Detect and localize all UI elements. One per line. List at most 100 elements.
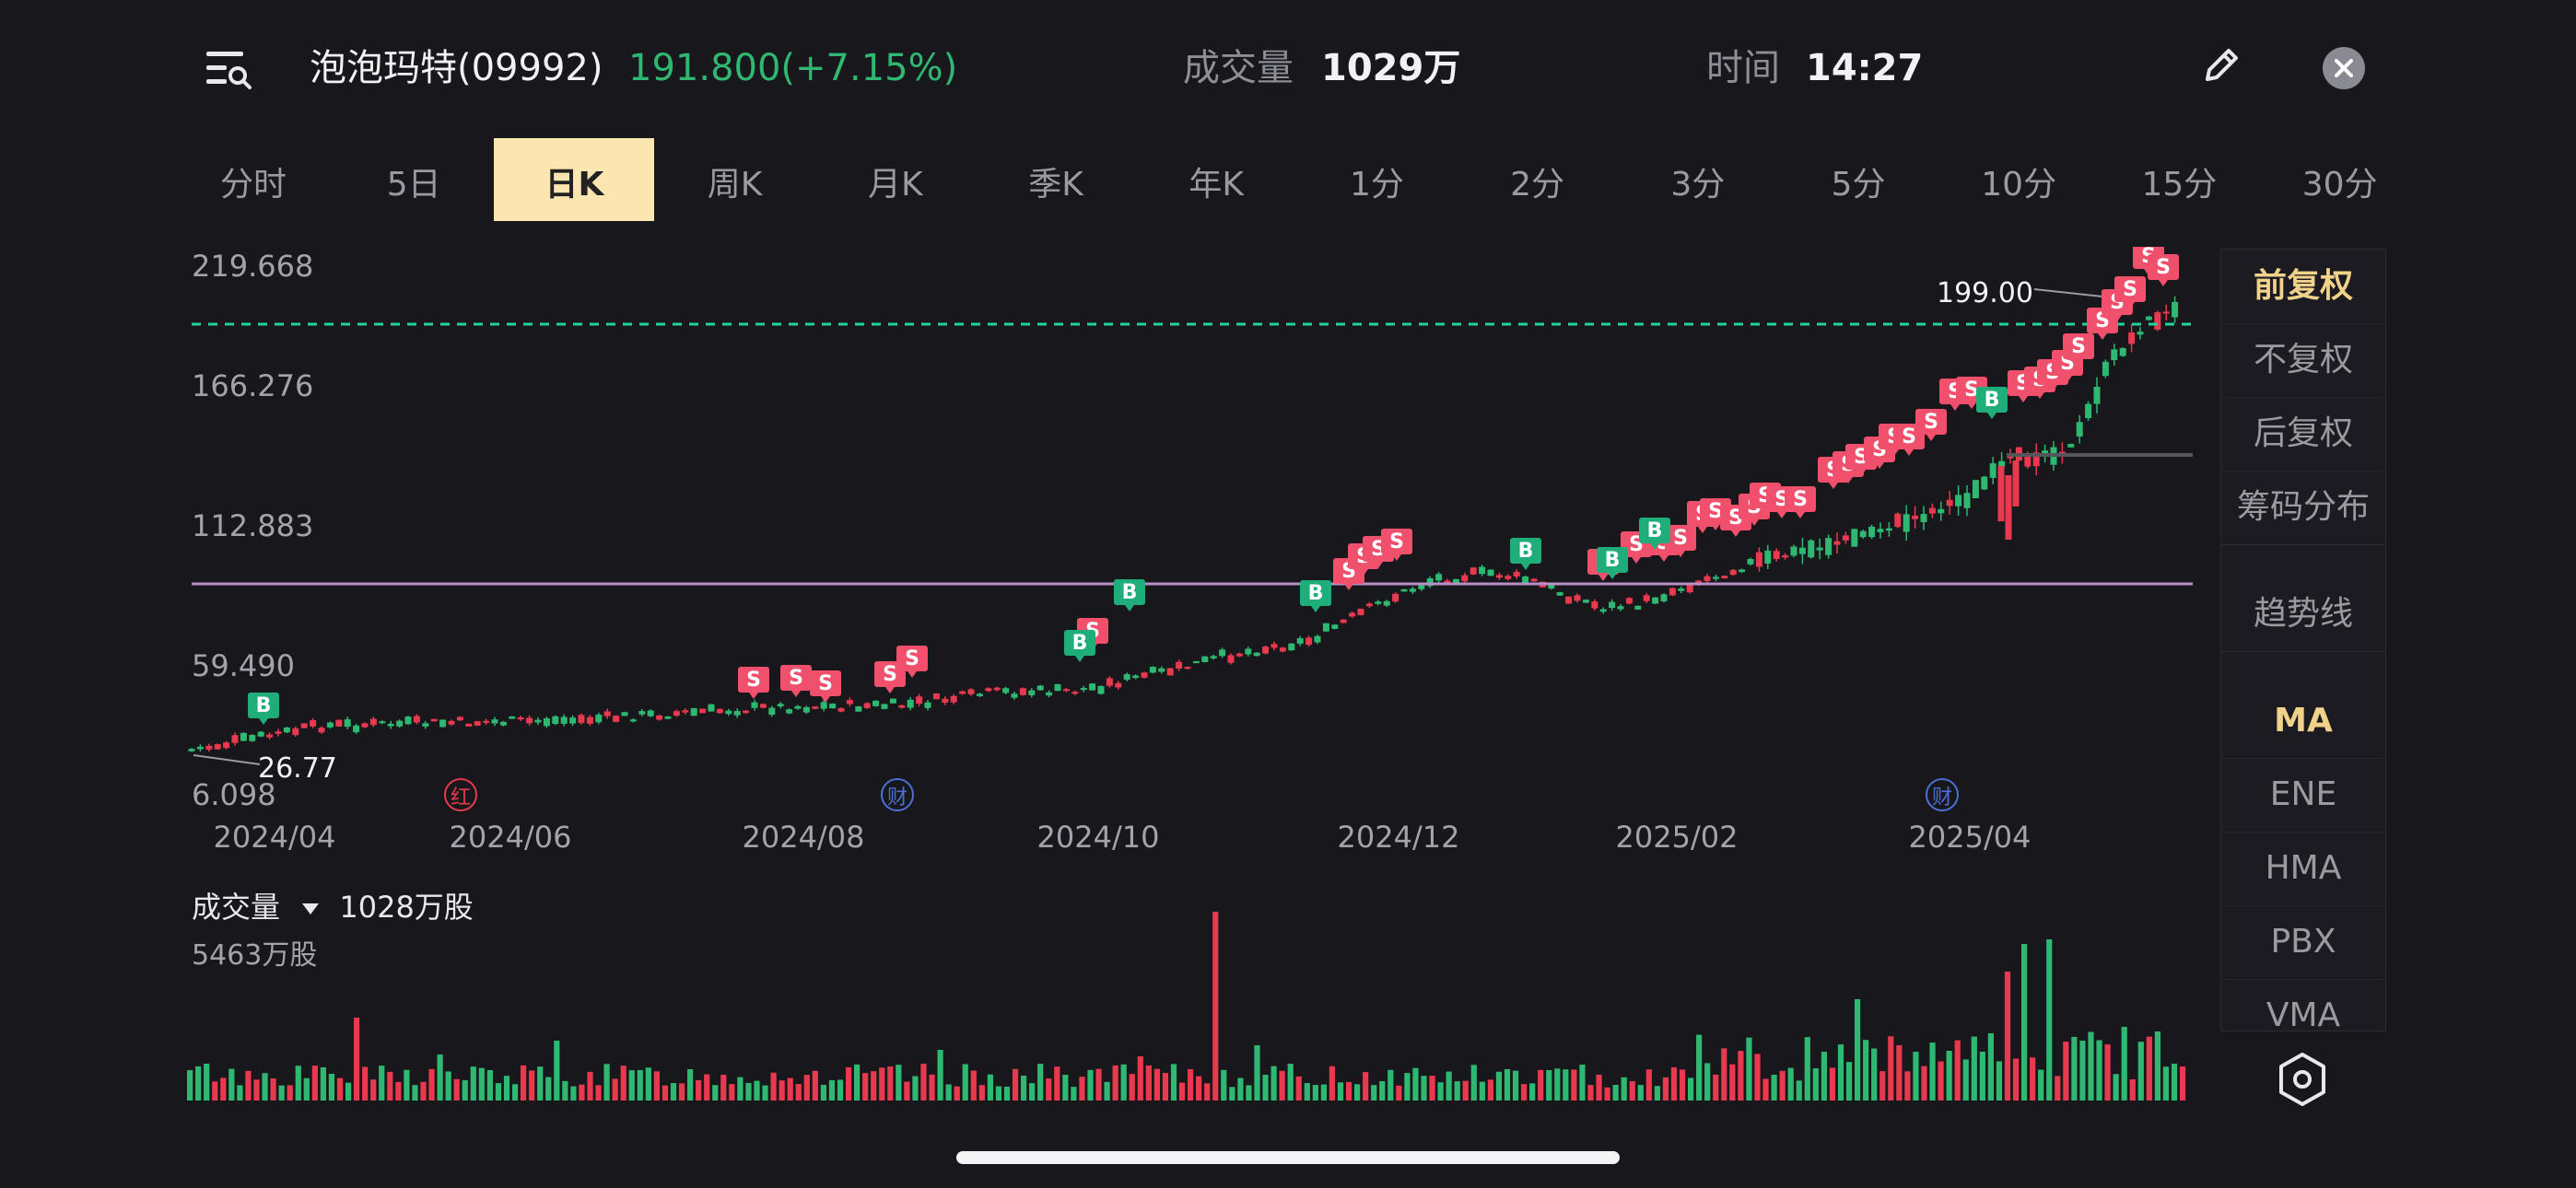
volume-bar — [395, 1081, 402, 1101]
buy-marker[interactable]: B — [1639, 518, 1670, 550]
sell-marker[interactable]: S — [2063, 333, 2094, 366]
candle-body — [1599, 609, 1607, 612]
indicator-item-2[interactable]: 后复权 — [2221, 397, 2385, 472]
volume-bar — [1095, 1068, 1102, 1101]
indicator-item-5[interactable]: MA — [2221, 684, 2385, 759]
volume-bar — [628, 1070, 635, 1101]
tab-4[interactable]: 月K — [867, 166, 923, 204]
volume-bar — [521, 1065, 527, 1101]
candle-body — [491, 719, 498, 724]
sell-marker[interactable]: S — [1665, 525, 1696, 557]
tab-3[interactable]: 周K — [707, 166, 763, 204]
volume-bar — [704, 1074, 710, 1101]
volume-bar — [1962, 1059, 1969, 1101]
candle-body — [907, 699, 914, 708]
candle-body — [1652, 597, 1659, 604]
indicator-item-1[interactable]: 不复权 — [2221, 323, 2385, 398]
sell-marker[interactable]: S — [896, 646, 928, 678]
candle-body — [716, 708, 723, 714]
time-value: 14:27 — [1806, 47, 1924, 89]
candle-body — [1833, 541, 1841, 545]
indicator-item-8[interactable]: PBX — [2221, 905, 2385, 980]
tab-9[interactable]: 3分 — [1670, 166, 1726, 204]
sell-marker[interactable]: S — [2087, 308, 2118, 340]
tab-0[interactable]: 分时 — [219, 166, 287, 204]
candle-body — [205, 745, 213, 750]
sell-marker[interactable]: S — [2114, 276, 2146, 309]
candle-body — [1444, 580, 1451, 584]
sell-marker[interactable]: S — [2148, 254, 2179, 286]
svg-text:B: B — [1605, 549, 1621, 572]
indicator-item-9[interactable]: VMA — [2266, 996, 2341, 1034]
sell-marker[interactable]: S — [810, 670, 841, 703]
stock-name[interactable]: 泡泡玛特(09992) — [310, 47, 603, 89]
volume-bar — [1437, 1082, 1444, 1101]
event-marker-red-label: 红 — [451, 786, 471, 809]
candle-body — [266, 734, 274, 738]
volume-bar — [1521, 1084, 1528, 1101]
sell-marker[interactable]: S — [1915, 409, 1947, 441]
dropdown-arrow-icon[interactable] — [302, 903, 320, 914]
tab-12[interactable]: 15分 — [2141, 166, 2218, 204]
sell-marker[interactable]: S — [738, 667, 769, 699]
volume-value: 1029万 — [1321, 47, 1461, 89]
menu-search-icon[interactable] — [205, 48, 252, 90]
volume-bar-chart[interactable] — [184, 912, 2195, 1101]
volume-bar — [2030, 1057, 2036, 1101]
buy-marker[interactable]: B — [1300, 580, 1331, 612]
volume-bar — [837, 1079, 844, 1101]
indicator-item-0[interactable]: 前复权 — [2221, 250, 2385, 324]
tab-1[interactable]: 5日 — [386, 166, 441, 204]
candle-body — [422, 723, 429, 727]
tab-2[interactable]: 日K — [494, 138, 655, 221]
indicator-item-6[interactable]: ENE — [2221, 758, 2385, 833]
volume-bar — [762, 1085, 768, 1101]
home-indicator[interactable] — [956, 1151, 1620, 1164]
volume-bar — [712, 1085, 719, 1101]
candle-body — [932, 693, 940, 700]
volume-bar — [1612, 1085, 1619, 1101]
hexagon-settings-icon[interactable] — [2277, 1052, 2327, 1107]
candle-body — [2012, 460, 2020, 507]
sell-marker[interactable]: S — [1785, 486, 1816, 518]
buy-marker[interactable]: B — [1597, 547, 1628, 579]
volume-bar — [962, 1064, 968, 1101]
buy-marker[interactable]: B — [1064, 630, 1095, 662]
buy-marker[interactable]: B — [248, 693, 279, 725]
svg-text:S: S — [1673, 527, 1688, 550]
tab-10[interactable]: 5分 — [1831, 166, 1886, 204]
tab-7[interactable]: 1分 — [1349, 166, 1404, 204]
buy-marker[interactable]: B — [1510, 538, 1541, 570]
event-marker-earnings-2[interactable]: 财 — [1926, 778, 1959, 811]
candle-body — [1530, 578, 1538, 582]
tab-6[interactable]: 年K — [1188, 166, 1244, 204]
indicator-item-4[interactable]: 趋势线 — [2221, 577, 2385, 652]
event-marker-red[interactable]: 红 — [444, 778, 477, 811]
volume-bar — [912, 1076, 919, 1101]
indicator-item-7[interactable]: HMA — [2221, 832, 2385, 906]
sell-marker[interactable]: S — [780, 665, 812, 697]
volume-bar — [745, 1082, 752, 1101]
volume-header[interactable]: 成交量 1028万股 — [192, 884, 474, 926]
tab-5[interactable]: 季K — [1028, 166, 1083, 204]
candle-body — [1903, 514, 1910, 532]
candle-body — [1591, 601, 1598, 609]
tab-11[interactable]: 10分 — [1981, 166, 2057, 204]
candle-body — [361, 723, 369, 728]
buy-marker[interactable]: B — [1114, 579, 1145, 611]
volume-bar — [2179, 1066, 2186, 1101]
tab-13[interactable]: 30分 — [2301, 166, 2378, 204]
pencil-icon[interactable] — [2200, 44, 2242, 87]
event-marker-earnings[interactable]: 财 — [881, 778, 914, 811]
candle-body — [1288, 643, 1295, 651]
indicator-item-3[interactable]: 筹码分布 — [2221, 471, 2385, 545]
volume-bar — [820, 1084, 826, 1101]
close-icon[interactable] — [2322, 46, 2366, 90]
volume-bar — [1029, 1083, 1036, 1101]
sell-marker[interactable]: S — [1381, 529, 1412, 561]
svg-text:B: B — [1985, 389, 2000, 412]
tab-8[interactable]: 2分 — [1510, 166, 1565, 204]
candle-body — [240, 732, 247, 741]
buy-marker[interactable]: B — [1976, 387, 2008, 419]
